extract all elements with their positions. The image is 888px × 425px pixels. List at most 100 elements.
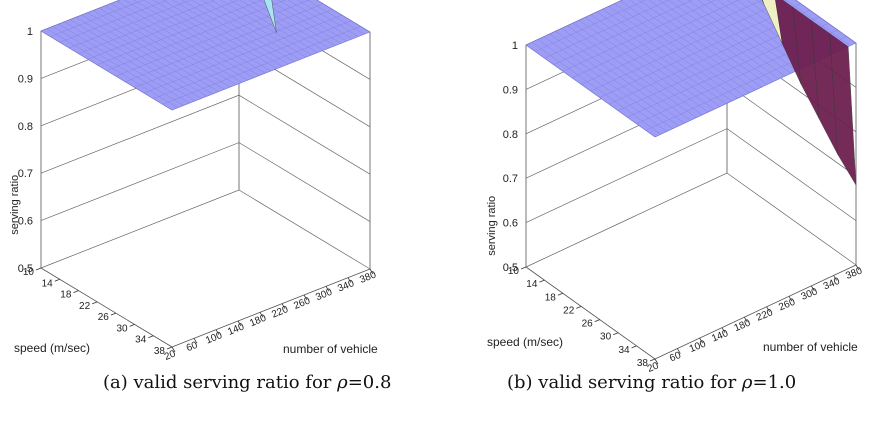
surface-grid-line: [697, 0, 797, 71]
surface-grid-line: [306, 0, 365, 35]
vehicle-tick-label: 140: [710, 328, 730, 345]
surface-grid-line: [249, 0, 330, 49]
speed-tick-mark: [520, 266, 527, 270]
surface-grid-line: [220, 0, 312, 56]
z-tick-label: 0.5: [18, 263, 33, 275]
surface-grid-line: [64, 21, 196, 101]
speed-tick-label: 18: [545, 292, 557, 303]
speed-tick-label: 14: [42, 278, 54, 289]
vehicle-tick-label: 340: [822, 276, 842, 293]
caption-a-rho-symbol: ρ: [337, 372, 348, 393]
z-tick-label: 0.6: [503, 218, 518, 230]
speed-axis-label: speed (m/sec): [14, 341, 90, 355]
surface-grid-line: [110, 3, 242, 83]
surface-grid-line: [648, 0, 768, 85]
vehicle-tick-mark: [676, 348, 681, 354]
surface-grid-line: [93, 10, 225, 90]
vehicle-tick-label: 260: [777, 297, 797, 314]
vehicle-tick-mark: [743, 317, 748, 323]
surface-grid-line: [638, 0, 762, 88]
z-gridline: [40, 142, 371, 222]
surface-grid-line: [596, 11, 727, 104]
caption-a: (a) valid serving ratio for ρ=0.8: [103, 372, 391, 393]
speed-tick-mark: [166, 346, 173, 350]
surface-grid-line: [210, 0, 307, 58]
vehicle-tick-label: 180: [733, 318, 753, 335]
surface-grid-line: [143, 0, 266, 74]
surface-grid-line: [555, 31, 685, 124]
surface-grid-line: [590, 14, 721, 107]
surface-grid-line: [620, 0, 750, 93]
surface-grid-line: [287, 0, 353, 40]
surface-plane: [40, 0, 371, 111]
vehicle-axis-line: [171, 268, 371, 348]
vehicle-axis-line: [654, 264, 857, 360]
vehicle-tick-label: 380: [358, 269, 378, 286]
speed-tick-mark: [612, 332, 619, 336]
surface-grid-line: [229, 0, 318, 53]
vehicle-tick-label: 180: [248, 313, 268, 330]
surface-grid-line: [677, 0, 786, 77]
surface-grid-line: [50, 0, 144, 37]
speed-tick-mark: [594, 319, 600, 322]
speed-tick-mark: [631, 345, 637, 349]
surface-grid-line: [561, 28, 691, 121]
vehicle-tick-label: 380: [844, 265, 864, 282]
surface-grid-line: [172, 0, 283, 67]
vehicle-tick-mark: [654, 358, 659, 365]
vehicle-axis-label: number of vehicle: [283, 342, 378, 356]
surface-grid-line: [531, 42, 662, 135]
vehicle-tick-mark: [215, 329, 220, 335]
z-tick-label: 0.7: [503, 173, 518, 185]
surface-grid-line: [573, 22, 703, 116]
vehicle-tick-mark: [766, 306, 771, 312]
surface-grid-line: [87, 12, 219, 92]
vehicle-tick-mark: [788, 296, 793, 302]
vehicle-tick-label: 300: [800, 286, 820, 303]
caption-b-value: =1.0: [752, 372, 797, 393]
speed-tick-label: 22: [79, 301, 91, 312]
caption-b-rho-symbol: ρ: [741, 372, 753, 393]
vehicle-tick-label: 100: [204, 330, 224, 347]
z-tick-label: 0.6: [18, 216, 33, 228]
speed-axis-line: [525, 266, 656, 360]
surface-grid-line: [537, 39, 667, 132]
vehicle-tick-label: 220: [755, 307, 775, 324]
vehicle-tick-label: 60: [185, 340, 200, 355]
surface-grid-line: [52, 26, 184, 106]
surface-grid-line: [268, 0, 341, 44]
surface-grid-line: [133, 0, 260, 76]
vehicle-tick-label: 260: [292, 295, 312, 312]
surface-grid-line: [602, 8, 732, 102]
vehicle-tick-mark: [171, 346, 176, 353]
surface-grid-line: [579, 19, 709, 113]
surface-grid-line: [628, 0, 756, 91]
chart-a: 0.50.60.70.80.91101418222630343820601001…: [9, 0, 378, 363]
z-gridline: [525, 172, 857, 268]
vehicle-tick-label: 60: [668, 350, 683, 365]
vehicle-tick-mark: [833, 275, 838, 281]
vehicle-tick-label: 140: [226, 321, 246, 338]
vehicle-tick-mark: [325, 286, 330, 292]
surface-grid-line: [543, 36, 673, 129]
surface-grid-line: [687, 0, 792, 74]
z-gridline: [40, 189, 371, 270]
speed-tick-mark: [54, 278, 60, 282]
surface-grid-line: [46, 28, 178, 108]
surface-grid-line: [585, 17, 715, 110]
z-tick-label: 0.7: [18, 168, 33, 180]
z-tick-label: 0.9: [18, 73, 33, 85]
surface-grid-line: [278, 0, 347, 42]
surface-grid-line: [567, 25, 697, 118]
speed-tick-mark: [73, 290, 79, 293]
speed-tick-label: 30: [116, 323, 128, 334]
speed-tick-mark: [649, 358, 656, 362]
surface-grid-line: [116, 1, 248, 81]
surface-grid-line: [75, 17, 208, 97]
z-axis-label: serving ratio: [9, 175, 21, 235]
caption-b: (b) valid serving ratio for ρ=1.0: [507, 372, 796, 393]
surface-grid-line: [104, 5, 237, 85]
vehicle-tick-label: 300: [314, 287, 334, 304]
vehicle-axis-label: number of vehicle: [763, 340, 858, 354]
z-tick-label: 1: [512, 40, 518, 52]
